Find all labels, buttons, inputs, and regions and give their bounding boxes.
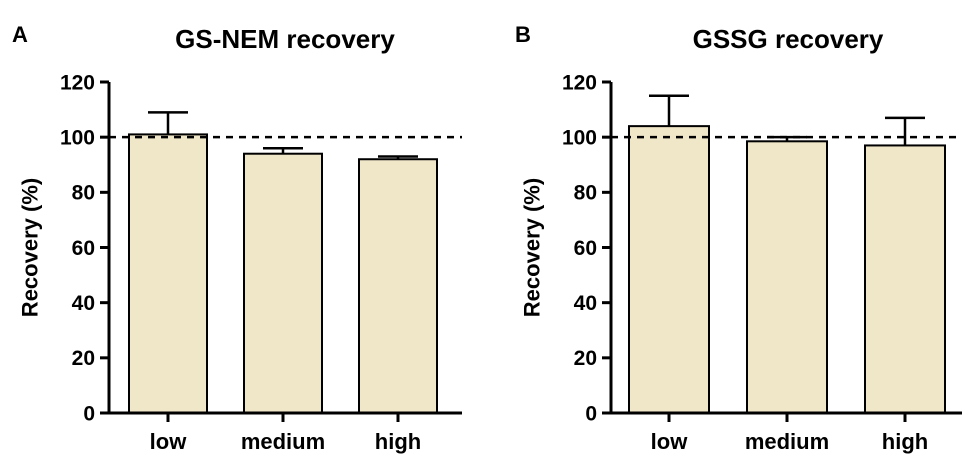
panel-a: A GS-NEM recovery Recovery (%) low medium hig…	[12, 22, 462, 454]
x-tick-label-low: low	[651, 429, 689, 454]
y-tick-label-0: 0	[585, 402, 597, 425]
y-tick-label-80: 80	[72, 182, 95, 205]
chart-title: GSSG recovery	[693, 24, 884, 54]
y-axis-label: Recovery (%)	[18, 178, 43, 317]
bar-medium	[746, 140, 828, 414]
bar-medium	[243, 152, 323, 414]
y-tick-label-20: 20	[72, 347, 95, 370]
y-tick-label-60: 60	[574, 237, 597, 260]
x-tick-label-medium: medium	[745, 429, 829, 454]
y-tick-label-0: 0	[83, 402, 95, 425]
y-tick-label-100: 100	[60, 127, 95, 150]
bar-low	[128, 133, 208, 415]
bar-high	[864, 144, 946, 414]
y-tick-label-120: 120	[562, 71, 597, 94]
bar-low	[628, 125, 710, 414]
x-tick-label-high: high	[882, 429, 928, 454]
x-tick-label-high: high	[375, 429, 421, 454]
y-tick-label-60: 60	[72, 237, 95, 260]
x-tick-label-medium: medium	[241, 429, 325, 454]
y-tick-label-40: 40	[574, 292, 597, 315]
panel-letter: A	[12, 22, 28, 47]
y-tick-label-120: 120	[60, 71, 95, 94]
y-tick-label-40: 40	[72, 292, 95, 315]
y-tick-label-20: 20	[574, 347, 597, 370]
bar-high	[358, 158, 438, 414]
chart-title: GS-NEM recovery	[175, 24, 395, 54]
panel-b: B GSSG recovery Recovery (%) low medium high 0…	[515, 22, 962, 454]
y-axis-label: Recovery (%)	[520, 178, 545, 317]
x-tick-label-low: low	[150, 429, 188, 454]
y-tick-label-100: 100	[562, 127, 597, 150]
y-tick-label-80: 80	[574, 182, 597, 205]
panel-letter: B	[515, 22, 531, 47]
